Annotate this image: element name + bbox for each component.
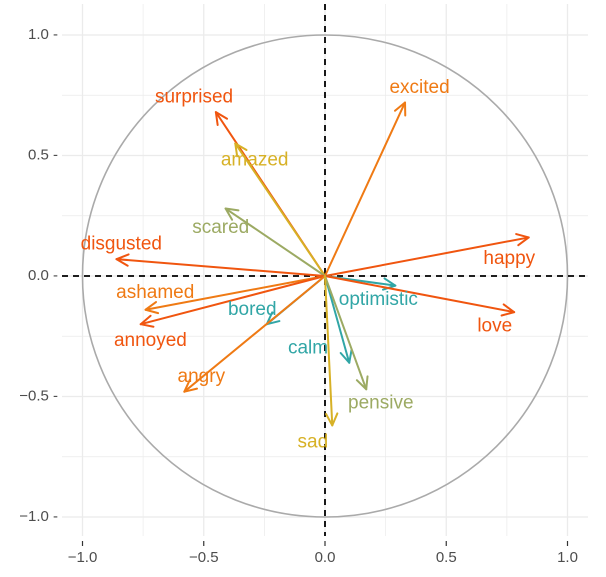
vector-line-calm <box>324 275 351 364</box>
vector-label-sad: sad <box>298 431 329 452</box>
vector-arrowhead-sad <box>325 412 339 427</box>
vector-line-angry <box>183 275 326 393</box>
y-tick-label: −0.5 - <box>19 387 58 404</box>
vector-happy <box>324 233 530 277</box>
vector-line-scared <box>224 207 326 277</box>
vector-label-optimistic: optimistic <box>339 289 418 310</box>
vector-arrowhead-calm <box>339 348 353 364</box>
x-tick-label: 0.5 <box>436 549 457 566</box>
vector-label-excited: excited <box>389 77 449 98</box>
vector-angry <box>183 275 326 393</box>
vector-line-excited <box>324 101 407 277</box>
vector-arrowhead-surprised <box>214 111 229 126</box>
vector-label-annoyed: annoyed <box>114 330 187 351</box>
vector-arrowhead-ashamed <box>144 301 160 315</box>
vector-disgusted <box>115 253 326 277</box>
vector-line-ashamed <box>144 275 326 311</box>
reference-lines <box>62 4 588 536</box>
vector-annoyed <box>139 275 326 328</box>
vector-arrowhead-love <box>500 303 516 317</box>
vector-label-amazed: amazed <box>221 149 289 170</box>
vector-arrowhead-amazed <box>234 142 248 158</box>
vector-label-ashamed: ashamed <box>116 282 194 303</box>
vector-line-happy <box>324 236 530 277</box>
vector-label-calm: calm <box>288 337 328 358</box>
vector-amazed <box>234 142 326 277</box>
vector-label-surprised: surprised <box>155 87 233 108</box>
vector-arrows <box>115 101 530 427</box>
x-tick-label: 1.0 <box>557 549 578 566</box>
unit-circle-layer <box>81 34 569 518</box>
vector-love <box>324 275 516 317</box>
vector-scared <box>224 207 326 277</box>
vector-calm <box>324 275 353 364</box>
vector-label-disgusted: disgusted <box>81 234 162 255</box>
vector-arrowhead-angry <box>183 378 198 393</box>
y-tick-label: −1.0 - <box>19 508 58 525</box>
vector-label-scared: scared <box>192 217 249 238</box>
vector-line-love <box>324 275 516 314</box>
x-axis-ticks: −1.0 −0.5 0.0 0.5 1.0 <box>68 541 578 566</box>
vector-arrowhead-excited <box>393 101 407 117</box>
vector-arrowhead-scared <box>224 207 240 221</box>
x-tick-label: −1.0 <box>68 549 98 566</box>
y-axis-ticks: −1.0 - −0.5 - 0.0 - 0.5 - 1.0 - <box>19 26 58 525</box>
unit-circle <box>81 34 569 518</box>
vector-label-bored: bored <box>228 299 277 320</box>
vector-arrowhead-disgusted <box>115 253 130 267</box>
vector-labels: surprised excited amazed scared disgusted hap… <box>81 77 536 452</box>
y-tick-label: 0.5 - <box>28 146 58 163</box>
vector-line-sad <box>324 275 334 427</box>
vector-arrowhead-annoyed <box>139 314 155 328</box>
y-tick-label: 1.0 - <box>28 26 58 43</box>
vector-sad <box>324 275 339 427</box>
vector-label-happy: happy <box>483 248 535 269</box>
vector-arrowhead-pensive <box>355 375 369 391</box>
x-tick-label: −0.5 <box>189 549 219 566</box>
vector-label-pensive: pensive <box>348 393 414 414</box>
vector-ashamed <box>144 275 326 315</box>
y-tick-label: 0.0 - <box>28 267 58 284</box>
vector-label-angry: angry <box>178 366 226 387</box>
vector-line-disgusted <box>115 258 326 277</box>
vector-arrowhead-happy <box>515 233 530 247</box>
vector-excited <box>324 101 407 277</box>
vector-label-love: love <box>477 316 512 337</box>
vector-line-amazed <box>234 142 326 277</box>
vector-pensive <box>324 275 369 391</box>
x-tick-label: 0.0 <box>315 549 336 566</box>
vector-line-pensive <box>324 275 368 391</box>
vector-line-annoyed <box>139 275 326 326</box>
